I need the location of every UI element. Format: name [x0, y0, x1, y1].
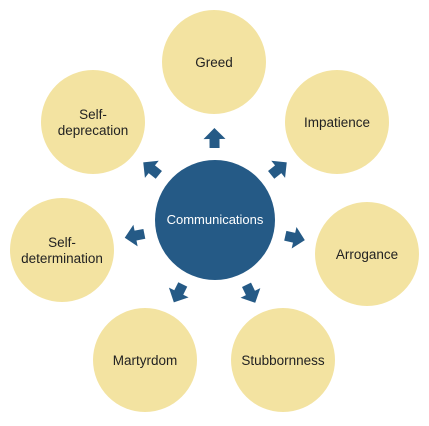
- node-self-deprecation: Self-deprecation: [41, 70, 145, 174]
- node-label-impatience: Impatience: [304, 115, 370, 130]
- arrow-to-self-determination: [124, 224, 146, 247]
- node-arrogance: Arrogance: [315, 202, 419, 306]
- node-label-self-deprecation-line-2: deprecation: [58, 123, 129, 138]
- arrow-to-martyrdom: [168, 282, 189, 303]
- node-impatience: Impatience: [285, 70, 389, 174]
- node-circle-greed: [162, 10, 266, 114]
- node-circle-martyrdom: [93, 308, 197, 412]
- node-circle-arrogance: [315, 202, 419, 306]
- arrows: [124, 128, 305, 303]
- outer-nodes: Greed Impatience Arrogance Stubbornness Mart…: [10, 10, 419, 412]
- node-label-self-deprecation-line-1: Self-: [79, 107, 107, 122]
- arrow-to-greed: [203, 128, 226, 149]
- node-label-martyrdom: Martyrdom: [113, 353, 178, 368]
- hub: Communications: [155, 160, 275, 280]
- hub-circle: [155, 160, 275, 280]
- hub-label: Communications: [167, 212, 264, 227]
- node-circle-stubbornness: [231, 308, 335, 412]
- node-circle-self-determination: [10, 198, 114, 302]
- node-martyrdom: Martyrdom: [93, 308, 197, 412]
- node-circle-impatience: [285, 70, 389, 174]
- arrow-to-arrogance: [284, 226, 305, 249]
- node-label-self-determination-line-2: determination: [21, 251, 103, 266]
- node-label-stubbornness: Stubbornness: [241, 353, 325, 368]
- node-stubbornness: Stubbornness: [231, 308, 335, 412]
- node-label-greed: Greed: [195, 55, 233, 70]
- node-self-determination: Self-determination: [10, 198, 114, 302]
- node-greed: Greed: [162, 10, 266, 114]
- arrow-to-stubbornness: [240, 282, 261, 303]
- node-circle-self-deprecation: [41, 70, 145, 174]
- node-label-arrogance: Arrogance: [336, 247, 398, 262]
- node-label-self-determination-line-1: Self-: [48, 235, 76, 250]
- arrow-to-impatience: [268, 160, 287, 179]
- arrow-to-self-deprecation: [143, 160, 162, 179]
